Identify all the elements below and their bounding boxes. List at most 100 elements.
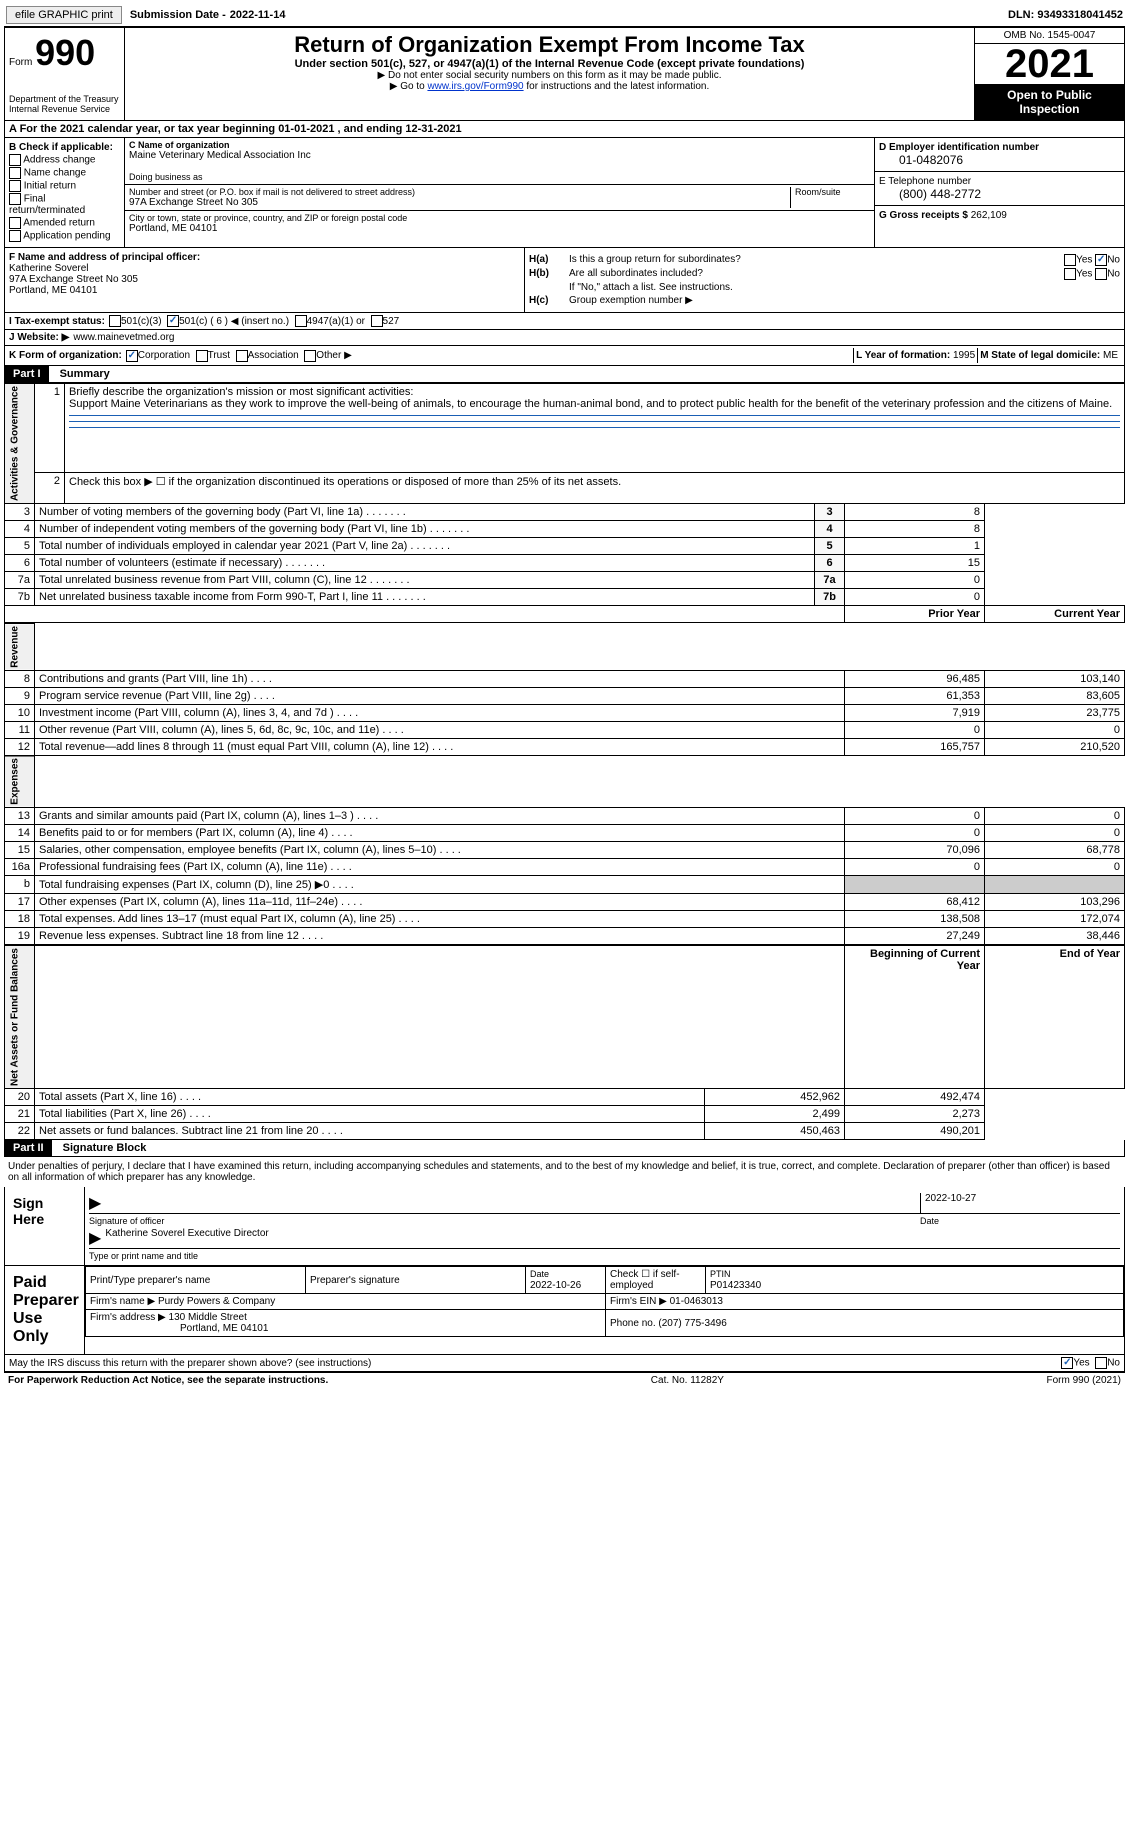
row-k: K Form of organization: Corporation Trus… bbox=[4, 346, 1125, 366]
form-number: 990 bbox=[35, 32, 95, 73]
501c-checkbox[interactable] bbox=[167, 315, 179, 327]
firm-addr1: 130 Middle Street bbox=[169, 1312, 247, 1323]
discuss-no-checkbox[interactable] bbox=[1095, 1357, 1107, 1369]
form-header: Form 990 Department of the Treasury Inte… bbox=[4, 27, 1125, 121]
summary-row-5: 5Total number of individuals employed in… bbox=[5, 538, 1125, 555]
dba-label: Doing business as bbox=[129, 172, 870, 182]
addr-label: Number and street (or P.O. box if mail i… bbox=[129, 187, 790, 197]
prep-name-label: Print/Type preparer's name bbox=[86, 1267, 306, 1294]
checkbox-address-change[interactable]: Address change bbox=[9, 154, 120, 166]
footer: For Paperwork Reduction Act Notice, see … bbox=[4, 1372, 1125, 1388]
org-city: Portland, ME 04101 bbox=[129, 223, 870, 234]
netassets-table: Net Assets or Fund Balances Beginning of… bbox=[4, 945, 1125, 1140]
officer-addr2: Portland, ME 04101 bbox=[9, 285, 520, 296]
section-bcd: B Check if applicable: Address change Na… bbox=[4, 138, 1125, 248]
irs-link[interactable]: www.irs.gov/Form990 bbox=[427, 81, 523, 92]
ha-label: H(a) bbox=[529, 254, 569, 266]
tab-netassets: Net Assets or Fund Balances bbox=[5, 946, 35, 1089]
501c3-checkbox[interactable] bbox=[109, 315, 121, 327]
summary-table: Activities & Governance 1 Briefly descri… bbox=[4, 383, 1125, 623]
summary-row-13: 13Grants and similar amounts paid (Part … bbox=[5, 808, 1125, 825]
state-domicile: ME bbox=[1103, 350, 1118, 361]
tab-expenses: Expenses bbox=[5, 756, 35, 808]
corp-checkbox[interactable] bbox=[126, 350, 138, 362]
row-i: I Tax-exempt status: 501(c)(3) 501(c) ( … bbox=[4, 313, 1125, 330]
firm-addr2: Portland, ME 04101 bbox=[90, 1323, 268, 1334]
form-subtitle: Under section 501(c), 527, or 4947(a)(1)… bbox=[129, 58, 970, 70]
firm-name: Purdy Powers & Company bbox=[158, 1296, 275, 1307]
line2-text: Check this box ▶ ☐ if the organization d… bbox=[65, 472, 1125, 503]
officer-sig-name: Katherine Soverel Executive Director bbox=[105, 1228, 268, 1248]
submission-date-label: Submission Date - bbox=[130, 9, 226, 21]
paperwork-notice: For Paperwork Reduction Act Notice, see … bbox=[8, 1375, 328, 1386]
summary-row-6: 6Total number of volunteers (estimate if… bbox=[5, 555, 1125, 572]
form-label: Form bbox=[9, 57, 32, 68]
form-title: Return of Organization Exempt From Incom… bbox=[129, 32, 970, 58]
checkbox-final-return-terminated[interactable]: Final return/terminated bbox=[9, 193, 120, 216]
summary-row-9: 9Program service revenue (Part VIII, lin… bbox=[5, 687, 1125, 704]
row-a-tax-year: A For the 2021 calendar year, or tax yea… bbox=[4, 121, 1125, 138]
prep-sig-label: Preparer's signature bbox=[306, 1267, 526, 1294]
summary-row-22: 22Net assets or fund balances. Subtract … bbox=[5, 1123, 1125, 1140]
summary-row-15: 15Salaries, other compensation, employee… bbox=[5, 842, 1125, 859]
officer-addr1: 97A Exchange Street No 305 bbox=[9, 274, 520, 285]
summary-row-4: 4Number of independent voting members of… bbox=[5, 521, 1125, 538]
sign-here-label: Sign Here bbox=[5, 1187, 85, 1265]
perjury-declaration: Under penalties of perjury, I declare th… bbox=[4, 1157, 1125, 1187]
expenses-table: Expenses 13Grants and similar amounts pa… bbox=[4, 756, 1125, 946]
gross-value: 262,109 bbox=[971, 210, 1007, 221]
other-checkbox[interactable] bbox=[304, 350, 316, 362]
ha-no-checkbox[interactable] bbox=[1095, 254, 1107, 266]
summary-row-21: 21Total liabilities (Part X, line 26) . … bbox=[5, 1106, 1125, 1123]
top-bar: efile GRAPHIC print Submission Date - 20… bbox=[4, 4, 1125, 27]
mission-text: Support Maine Veterinarians as they work… bbox=[69, 398, 1112, 410]
paid-preparer-label: Paid Preparer Use Only bbox=[5, 1266, 85, 1354]
527-checkbox[interactable] bbox=[371, 315, 383, 327]
hb-yes-checkbox[interactable] bbox=[1064, 268, 1076, 280]
ein-value: 01-0482076 bbox=[879, 153, 1120, 167]
hb-no-checkbox[interactable] bbox=[1095, 268, 1107, 280]
4947-checkbox[interactable] bbox=[295, 315, 307, 327]
tax-year: 2021 bbox=[975, 44, 1124, 84]
self-employed: Check ☐ if self-employed bbox=[606, 1267, 706, 1294]
dln: DLN: 93493318041452 bbox=[1008, 9, 1123, 21]
row-j: J Website: ▶ www.mainevetmed.org bbox=[4, 330, 1125, 346]
summary-row-b: bTotal fundraising expenses (Part IX, co… bbox=[5, 876, 1125, 894]
ha-yes-checkbox[interactable] bbox=[1064, 254, 1076, 266]
checkbox-application-pending[interactable]: Application pending bbox=[9, 230, 120, 242]
summary-row-11: 11Other revenue (Part VIII, column (A), … bbox=[5, 721, 1125, 738]
officer-label: F Name and address of principal officer: bbox=[9, 252, 520, 263]
phone-value: (800) 448-2772 bbox=[879, 187, 1120, 201]
gross-label: G Gross receipts $ bbox=[879, 210, 971, 221]
assoc-checkbox[interactable] bbox=[236, 350, 248, 362]
efile-print-button[interactable]: efile GRAPHIC print bbox=[6, 6, 122, 24]
sign-section: Sign Here ▶2022-10-27 Signature of offic… bbox=[4, 1187, 1125, 1266]
goto-note: ▶ Go to www.irs.gov/Form990 for instruct… bbox=[129, 81, 970, 92]
firm-phone: (207) 775-3496 bbox=[658, 1318, 726, 1329]
open-inspection: Open to Public Inspection bbox=[975, 84, 1124, 120]
line1-label: Briefly describe the organization's miss… bbox=[69, 386, 413, 398]
summary-row-19: 19Revenue less expenses. Subtract line 1… bbox=[5, 928, 1125, 945]
checkbox-name-change[interactable]: Name change bbox=[9, 167, 120, 179]
summary-row-17: 17Other expenses (Part IX, column (A), l… bbox=[5, 894, 1125, 911]
discuss-yes-checkbox[interactable] bbox=[1061, 1357, 1073, 1369]
ha-text: Is this a group return for subordinates? bbox=[569, 254, 1000, 266]
hb-text: Are all subordinates included? bbox=[569, 268, 1000, 280]
website-value: www.mainevetmed.org bbox=[73, 332, 174, 343]
checkbox-amended-return[interactable]: Amended return bbox=[9, 217, 120, 229]
hb-label: H(b) bbox=[529, 268, 569, 280]
org-name: Maine Veterinary Medical Association Inc bbox=[129, 150, 870, 161]
summary-row-14: 14Benefits paid to or for members (Part … bbox=[5, 825, 1125, 842]
checkbox-initial-return[interactable]: Initial return bbox=[9, 180, 120, 192]
prep-date: 2022-10-26 bbox=[530, 1280, 581, 1291]
phone-label: E Telephone number bbox=[879, 176, 1120, 187]
section-fh: F Name and address of principal officer:… bbox=[4, 248, 1125, 313]
summary-row-10: 10Investment income (Part VIII, column (… bbox=[5, 704, 1125, 721]
trust-checkbox[interactable] bbox=[196, 350, 208, 362]
summary-row-12: 12Total revenue—add lines 8 through 11 (… bbox=[5, 738, 1125, 755]
section-b-label: B Check if applicable: bbox=[9, 142, 120, 153]
city-label: City or town, state or province, country… bbox=[129, 213, 870, 223]
ptin: P01423340 bbox=[710, 1280, 761, 1291]
discuss-row: May the IRS discuss this return with the… bbox=[4, 1355, 1125, 1372]
summary-row-8: 8Contributions and grants (Part VIII, li… bbox=[5, 670, 1125, 687]
